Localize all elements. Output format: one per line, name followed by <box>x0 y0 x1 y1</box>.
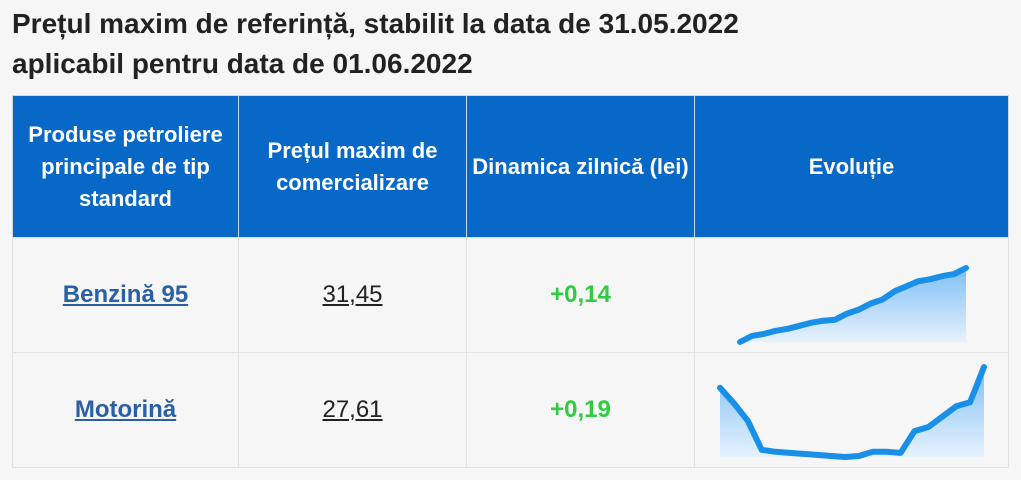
sparkline-area <box>719 367 984 457</box>
title-line: Prețul maxim de referință, stabilit la d… <box>12 8 739 39</box>
sparkline <box>716 364 987 460</box>
data-row: Motorină 27,61 +0,19 <box>12 352 1009 468</box>
sparkline-line <box>736 265 969 345</box>
sparkline-line <box>716 364 987 460</box>
price[interactable]: 31,45 <box>322 281 383 308</box>
evolution-cell <box>694 237 1009 353</box>
change-cell: +0,14 <box>466 237 695 353</box>
price[interactable]: 27,61 <box>322 396 383 423</box>
data-row: Benzină 95 31,45 +0,14 <box>12 237 1009 353</box>
header-cell: Produse petroliere principale de tip sta… <box>12 95 239 238</box>
daily-change: +0,19 <box>550 396 611 423</box>
header-row: Produse petroliere principale de tip sta… <box>12 95 1009 238</box>
evolution-cell <box>694 352 1009 468</box>
header-cell: Prețul maxim de comercializare <box>238 95 467 238</box>
product-cell: Benzină 95 <box>12 237 239 353</box>
change-cell: +0,19 <box>466 352 695 468</box>
daily-change: +0,14 <box>550 281 611 308</box>
product-link[interactable]: Benzină 95 <box>62 281 189 308</box>
header-cell: Dinamica zilnică (lei) <box>466 95 695 238</box>
product-link[interactable]: Motorină <box>74 396 177 423</box>
price-table: Produse petroliere principale de tip sta… <box>12 95 1009 468</box>
product-cell: Motorină <box>12 352 239 468</box>
price-cell: 31,45 <box>238 237 467 353</box>
title-line: aplicabil pentru data de 01.06.2022 <box>12 48 473 79</box>
header-cell: Evoluție <box>694 95 1009 238</box>
price-cell: 27,61 <box>238 352 467 468</box>
sparkline <box>736 265 969 345</box>
page-title: Prețul maxim de referință, stabilit la d… <box>12 4 739 84</box>
